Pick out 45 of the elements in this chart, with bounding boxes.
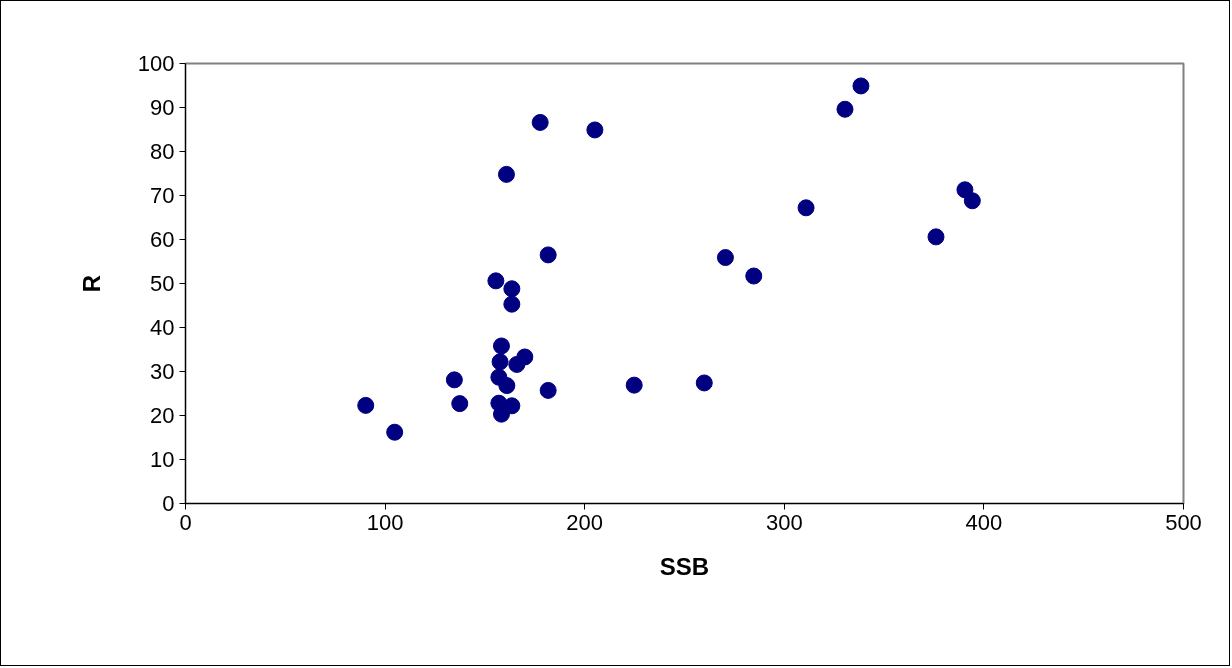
point [625, 376, 643, 394]
point [386, 423, 404, 441]
y-tick-label: 30 [150, 359, 175, 384]
y-tick-label: 20 [150, 403, 175, 428]
x-tick-label: 400 [965, 509, 1003, 535]
point [836, 100, 854, 118]
y-tick-label: 10 [150, 447, 175, 472]
point [503, 280, 521, 298]
x-axis-title: SSB [659, 552, 710, 580]
point [503, 295, 521, 313]
y-tick-label: 80 [150, 139, 175, 164]
point [516, 348, 534, 366]
point [503, 397, 521, 415]
y-tick-label: 40 [150, 315, 175, 340]
y-tick-label: 100 [137, 51, 175, 76]
x-tick-label: 200 [566, 509, 604, 535]
point [451, 395, 469, 413]
point [357, 396, 375, 414]
x-tick-label: 500 [1165, 509, 1202, 535]
point [445, 371, 463, 389]
point [695, 374, 713, 392]
y-tick-label: 50 [150, 271, 175, 296]
point [963, 192, 981, 210]
point [745, 267, 763, 285]
x-tick-label: 100 [366, 509, 404, 535]
point [797, 199, 815, 217]
point [852, 77, 870, 95]
x-tick-label: 300 [765, 509, 803, 535]
y-tick-label: 0 [162, 491, 175, 516]
point [497, 165, 515, 183]
point [539, 246, 557, 264]
point [716, 249, 734, 267]
point [586, 121, 604, 139]
y-tick-label: 70 [150, 183, 175, 208]
point [927, 228, 945, 246]
x-tick-label: 0 [179, 509, 192, 535]
point [531, 113, 549, 131]
point [539, 381, 557, 399]
point [498, 377, 516, 395]
y-axis-title: R [77, 274, 105, 293]
y-tick-label: 90 [150, 95, 175, 120]
point [491, 353, 509, 371]
y-tick-label: 60 [150, 227, 175, 252]
point [492, 337, 510, 355]
point [487, 272, 505, 290]
